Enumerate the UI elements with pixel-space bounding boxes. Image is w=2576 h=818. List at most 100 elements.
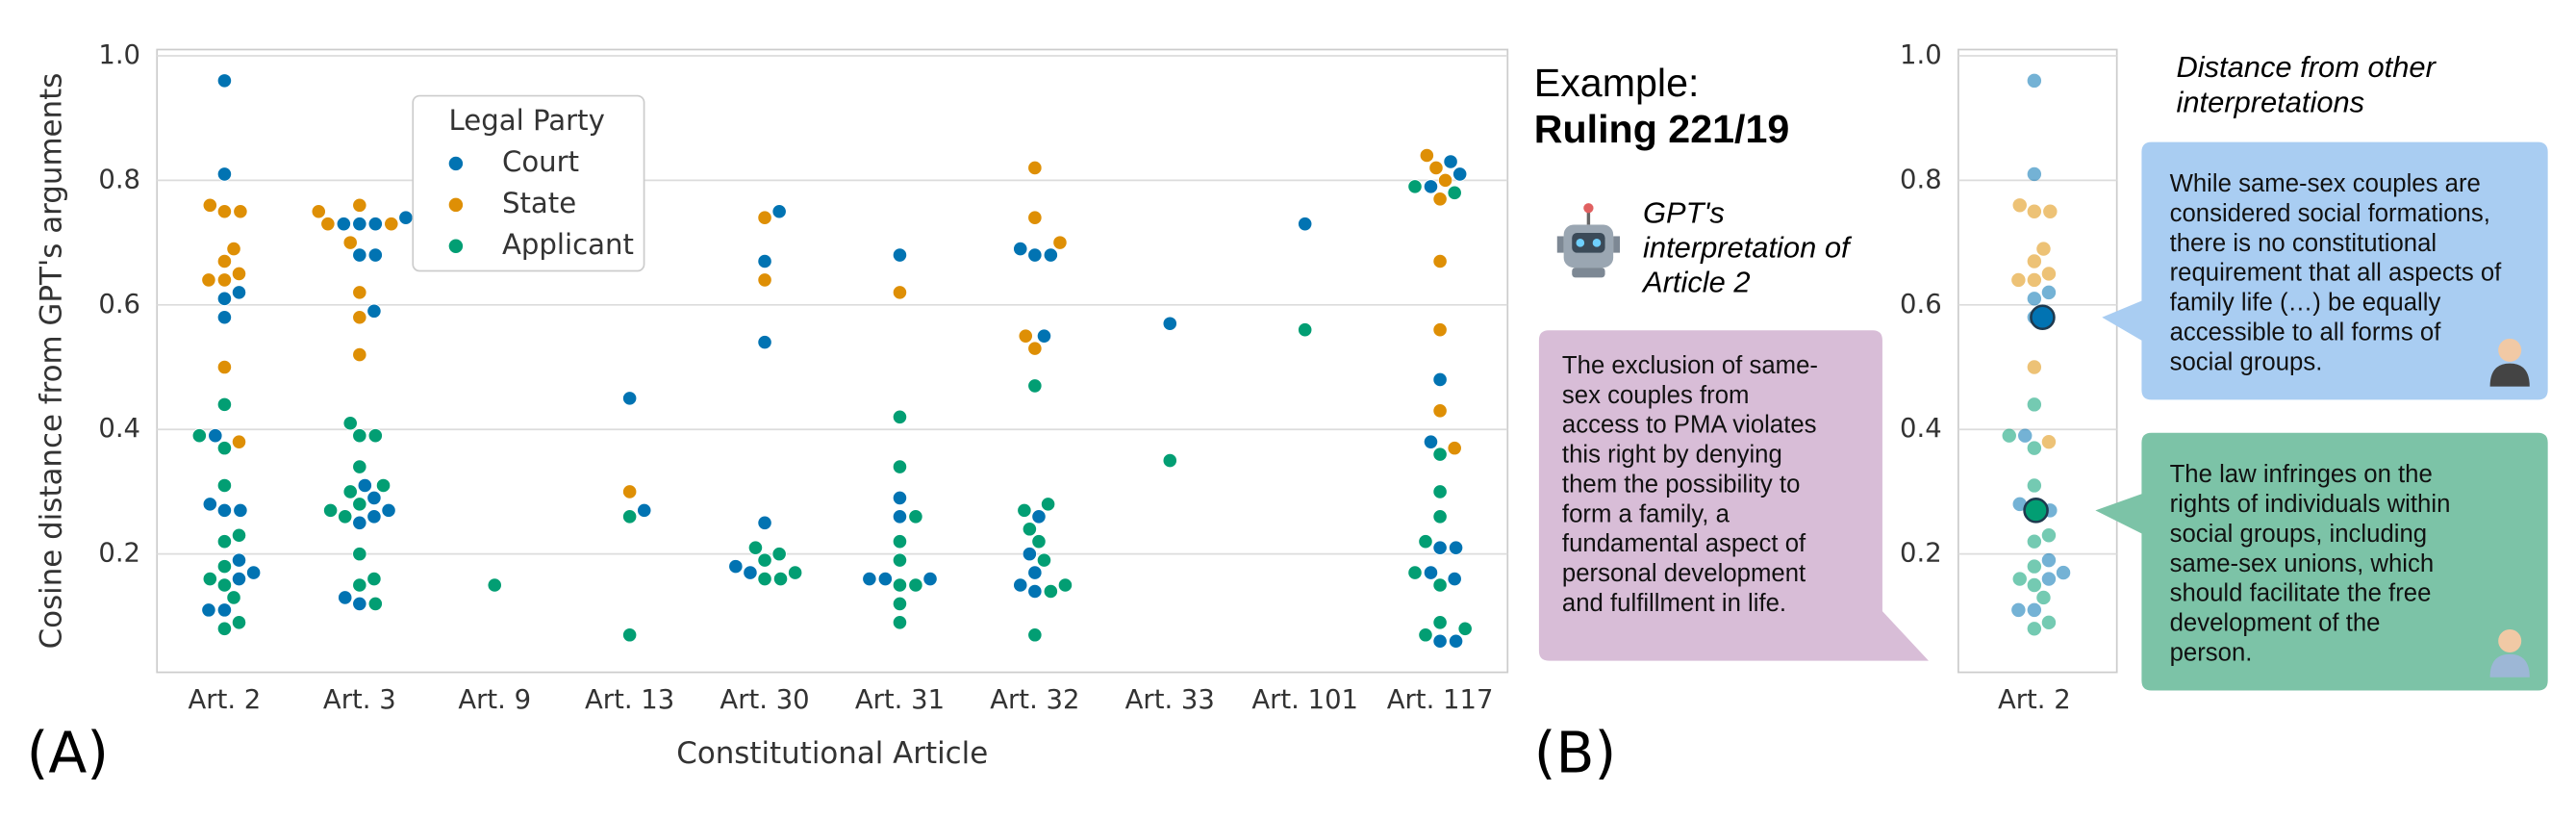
point (1452, 166, 1468, 182)
point (1418, 534, 1433, 550)
point (1432, 322, 1448, 338)
point (1419, 147, 1434, 164)
callout-text: social groups. (2170, 348, 2323, 375)
faded-point (2041, 267, 2057, 281)
point (216, 502, 233, 518)
person-head (2498, 628, 2522, 653)
point (1043, 583, 1058, 600)
point (1031, 509, 1047, 524)
point (622, 627, 638, 643)
point (1432, 192, 1448, 207)
point (366, 571, 382, 587)
point (216, 310, 233, 325)
faded-point (2027, 577, 2042, 593)
faded-point (2011, 602, 2026, 618)
faded-point (2041, 615, 2057, 630)
point (1432, 253, 1448, 269)
point (231, 266, 247, 282)
callout-text: The law infringes on the (2170, 461, 2433, 488)
gpt-text: fundamental aspect of (1562, 530, 1806, 557)
x-tick-label: Art. 117 (1387, 685, 1494, 715)
point (1013, 577, 1028, 593)
point (1432, 577, 1448, 593)
point (892, 596, 908, 612)
ruling-title: Ruling 221/19 (1534, 107, 1790, 151)
point (771, 547, 787, 562)
point (1407, 565, 1423, 580)
point (245, 565, 262, 580)
point (366, 509, 382, 524)
point (892, 509, 908, 524)
gpt-bubble (1538, 330, 1929, 661)
x-tick-label: Art. 32 (990, 685, 1079, 715)
point (1298, 322, 1313, 338)
point (231, 615, 247, 630)
y-tick-label: 0.4 (98, 414, 140, 444)
point (216, 441, 233, 456)
point (757, 334, 772, 350)
point (1017, 502, 1032, 518)
point (1432, 403, 1448, 419)
point (1027, 341, 1043, 356)
point (233, 502, 248, 518)
point (1457, 621, 1473, 636)
callout-text: While same-sex couples are (2170, 170, 2481, 197)
point (191, 428, 207, 444)
point (908, 509, 923, 524)
point (1018, 328, 1033, 344)
callout-text: there is no constitutional (2170, 230, 2437, 257)
point (1162, 316, 1177, 331)
faded-point (2027, 360, 2042, 374)
point (352, 346, 367, 363)
point (892, 409, 908, 424)
faded-point (2027, 441, 2042, 455)
legend-title: Legal Party (449, 104, 605, 137)
y-tick-label: 1.0 (1900, 40, 1942, 70)
point (1443, 154, 1458, 169)
faded-point (2041, 572, 2057, 586)
point (637, 502, 652, 518)
point (202, 571, 217, 587)
point (728, 558, 744, 575)
faded-point (2041, 434, 2057, 449)
panel-label: (A) (27, 720, 109, 785)
point (375, 477, 391, 494)
point (922, 571, 938, 587)
point (366, 303, 382, 319)
point (757, 253, 772, 269)
point (342, 484, 358, 499)
point (1423, 434, 1439, 449)
point (892, 577, 908, 593)
faded-point (2027, 534, 2042, 549)
faded-point (2012, 497, 2027, 512)
gpt-label: interpretation of (1643, 230, 1853, 264)
x-tick-label: Art. 31 (855, 685, 945, 715)
legend-marker (448, 239, 464, 253)
point (352, 547, 367, 562)
point (367, 596, 383, 612)
point (338, 509, 353, 524)
point (231, 527, 247, 543)
point (1027, 160, 1043, 176)
point (772, 571, 789, 587)
person-body (2489, 653, 2530, 677)
point (342, 416, 358, 431)
point (231, 552, 247, 568)
x-tick-label: Art. 13 (585, 685, 674, 715)
y-tick-label: 0.6 (98, 290, 140, 320)
point (892, 615, 908, 630)
callout-text: development of the (2170, 610, 2381, 637)
callout-text: family life (…) be equally (2170, 290, 2441, 317)
point (1432, 371, 1448, 388)
x-tick-label: Art. 30 (720, 685, 809, 715)
point (231, 285, 247, 300)
point (892, 459, 908, 474)
callout-text: should facilitate the free (2170, 580, 2432, 607)
point (1447, 441, 1462, 456)
point (622, 484, 638, 499)
x-tick-label: Art. 3 (323, 685, 396, 715)
gpt-text: form a family, a (1562, 500, 1730, 527)
point (1432, 509, 1448, 524)
point (1027, 210, 1043, 225)
x-tick-label: Art. 33 (1125, 685, 1215, 715)
